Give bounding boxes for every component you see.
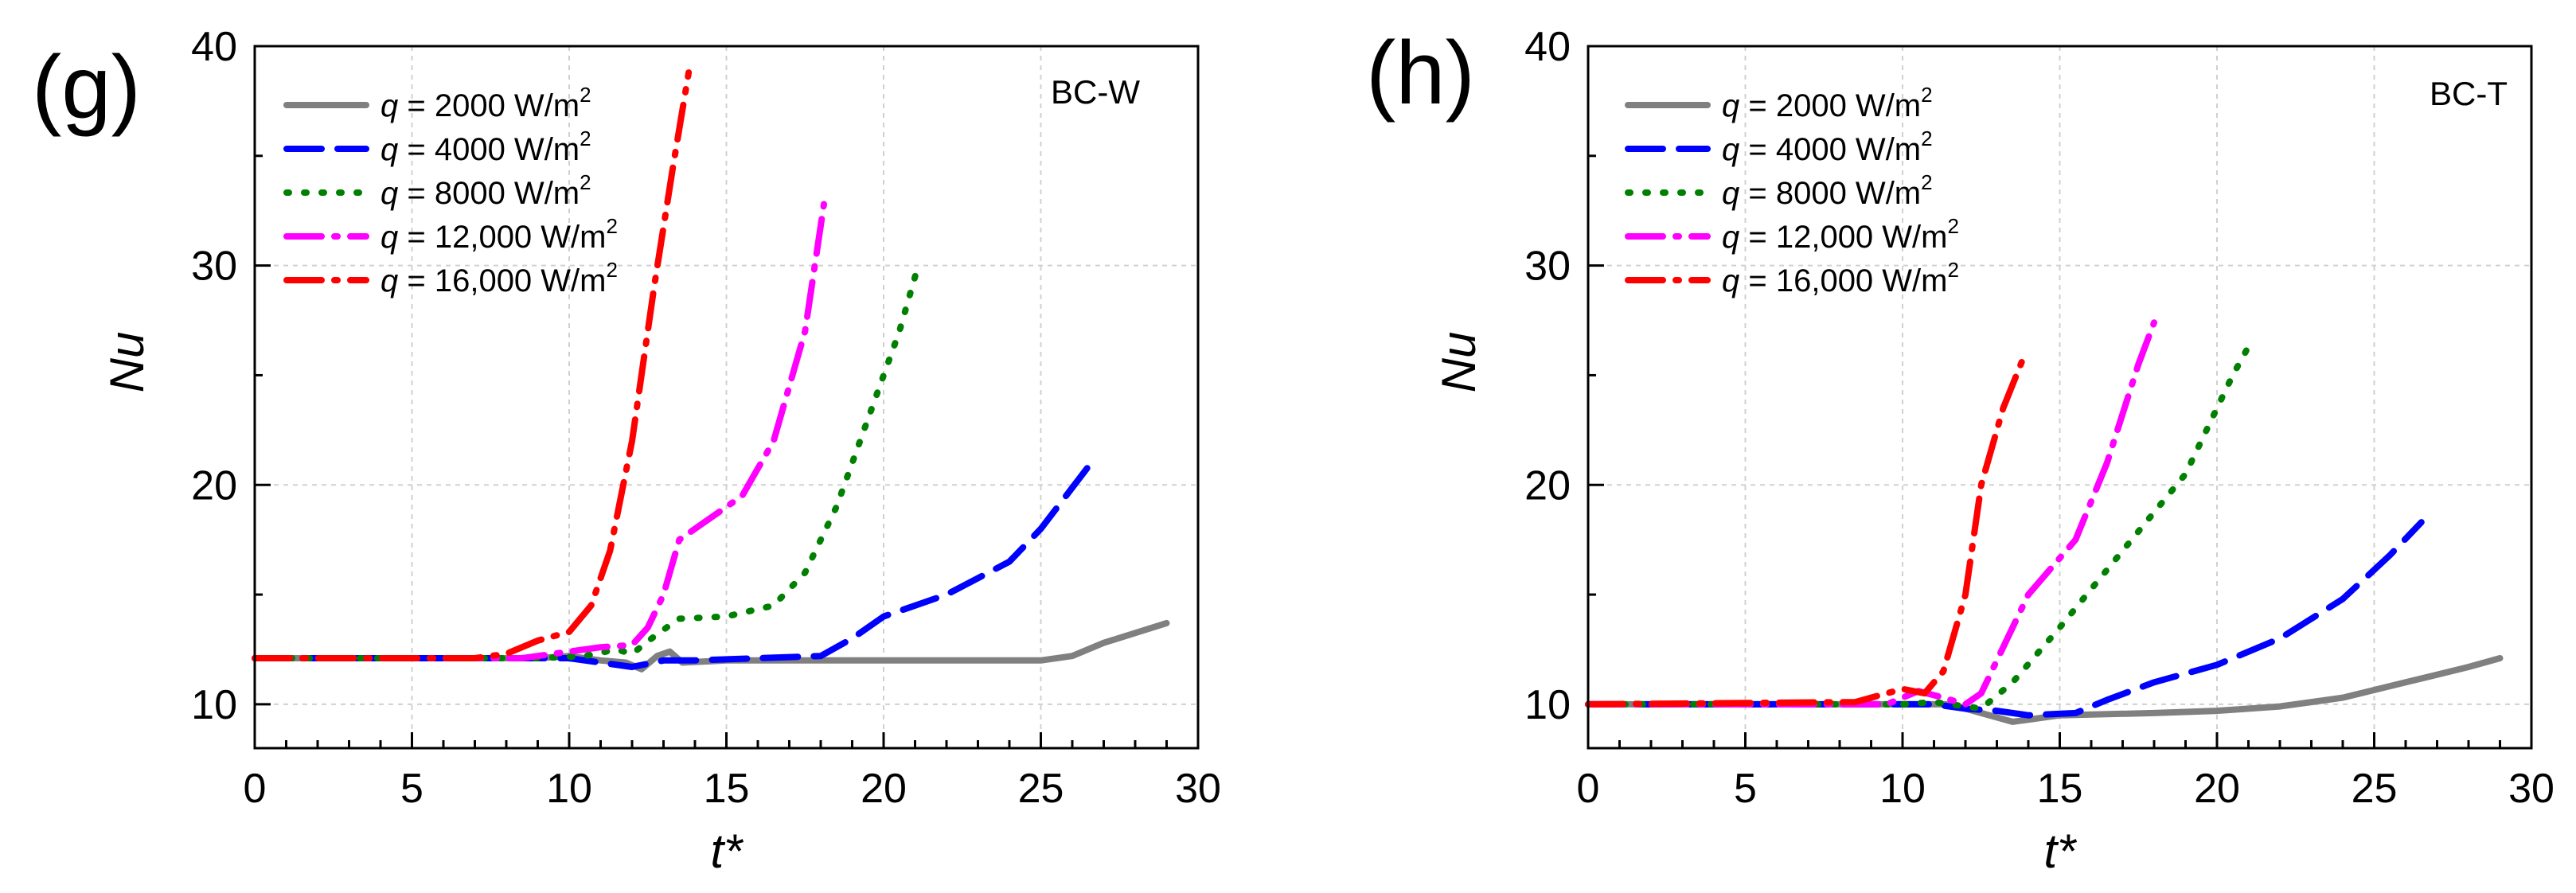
x-tick-label: 10 [546,766,592,812]
plot-frame [1587,45,2533,750]
series-line-1 [1585,519,2425,719]
x-axis-label: t* [710,825,744,878]
legend-label-3: q = 12,000 W/m2 [1722,214,1959,255]
x-tick-label: 25 [2352,766,2398,812]
panel-label: (g) [32,37,141,137]
series-line-2 [252,262,922,661]
x-tick-label: 30 [1175,766,1221,812]
legend-label-4: q = 16,000 W/m2 [381,258,618,298]
legend-label-1: q = 4000 W/m2 [1722,127,1933,167]
x-axis-label: t* [2043,825,2077,878]
legend-label-0: q = 2000 W/m2 [381,83,591,123]
panel-label: (h) [1366,23,1475,123]
x-tick-label: 15 [704,766,750,812]
legend-label-3: q = 12,000 W/m2 [381,214,618,255]
y-tick-label: 30 [191,244,237,290]
x-tick-label: 0 [1577,766,1600,812]
boundary-condition-tag: BC-W [1051,73,1140,111]
y-tick-label: 40 [1524,24,1571,70]
x-tick-label: 5 [400,766,423,812]
plot-frame [253,45,1200,750]
x-tick-label: 15 [2037,766,2083,812]
legend-label-4: q = 16,000 W/m2 [1722,258,1959,298]
series-line-3 [1585,319,2157,708]
boundary-condition-tag: BC-T [2430,75,2508,112]
legend-label-2: q = 8000 W/m2 [381,170,591,211]
series-line-2 [1585,343,2252,712]
x-tick-label: 25 [1018,766,1064,812]
y-tick-label: 30 [1524,244,1571,290]
panel-g: 0 5 10 15 20 25 30 10 20 30 40 (g) BC-W t* Nu q = 2000 … [32,24,1221,878]
series-line-3 [252,201,827,661]
x-tick-label: 10 [1879,766,1926,812]
series-line-4 [252,69,693,661]
y-tick-label: 40 [191,24,237,70]
legend-label-0: q = 2000 W/m2 [1722,83,1933,123]
x-tick-label: 20 [861,766,907,812]
panel-h: 0 5 10 15 20 25 30 10 20 30 40 (h) BC-T t* Nu q = 2000 … [1366,23,2555,878]
legend-label-2: q = 8000 W/m2 [1722,170,1933,211]
y-axis-label: Nu [100,332,154,393]
y-tick-label: 20 [191,462,237,509]
y-tick-label: 20 [1524,462,1571,509]
x-tick-label: 0 [244,766,267,812]
x-tick-label: 5 [1734,766,1757,812]
y-tick-label: 10 [191,682,237,728]
y-tick-label: 10 [1524,682,1571,728]
series-line-4 [1585,349,2029,708]
x-tick-label: 30 [2508,766,2555,812]
legend-label-1: q = 4000 W/m2 [381,127,591,167]
x-tick-label: 20 [2194,766,2240,812]
y-axis-label: Nu [1432,332,1485,393]
